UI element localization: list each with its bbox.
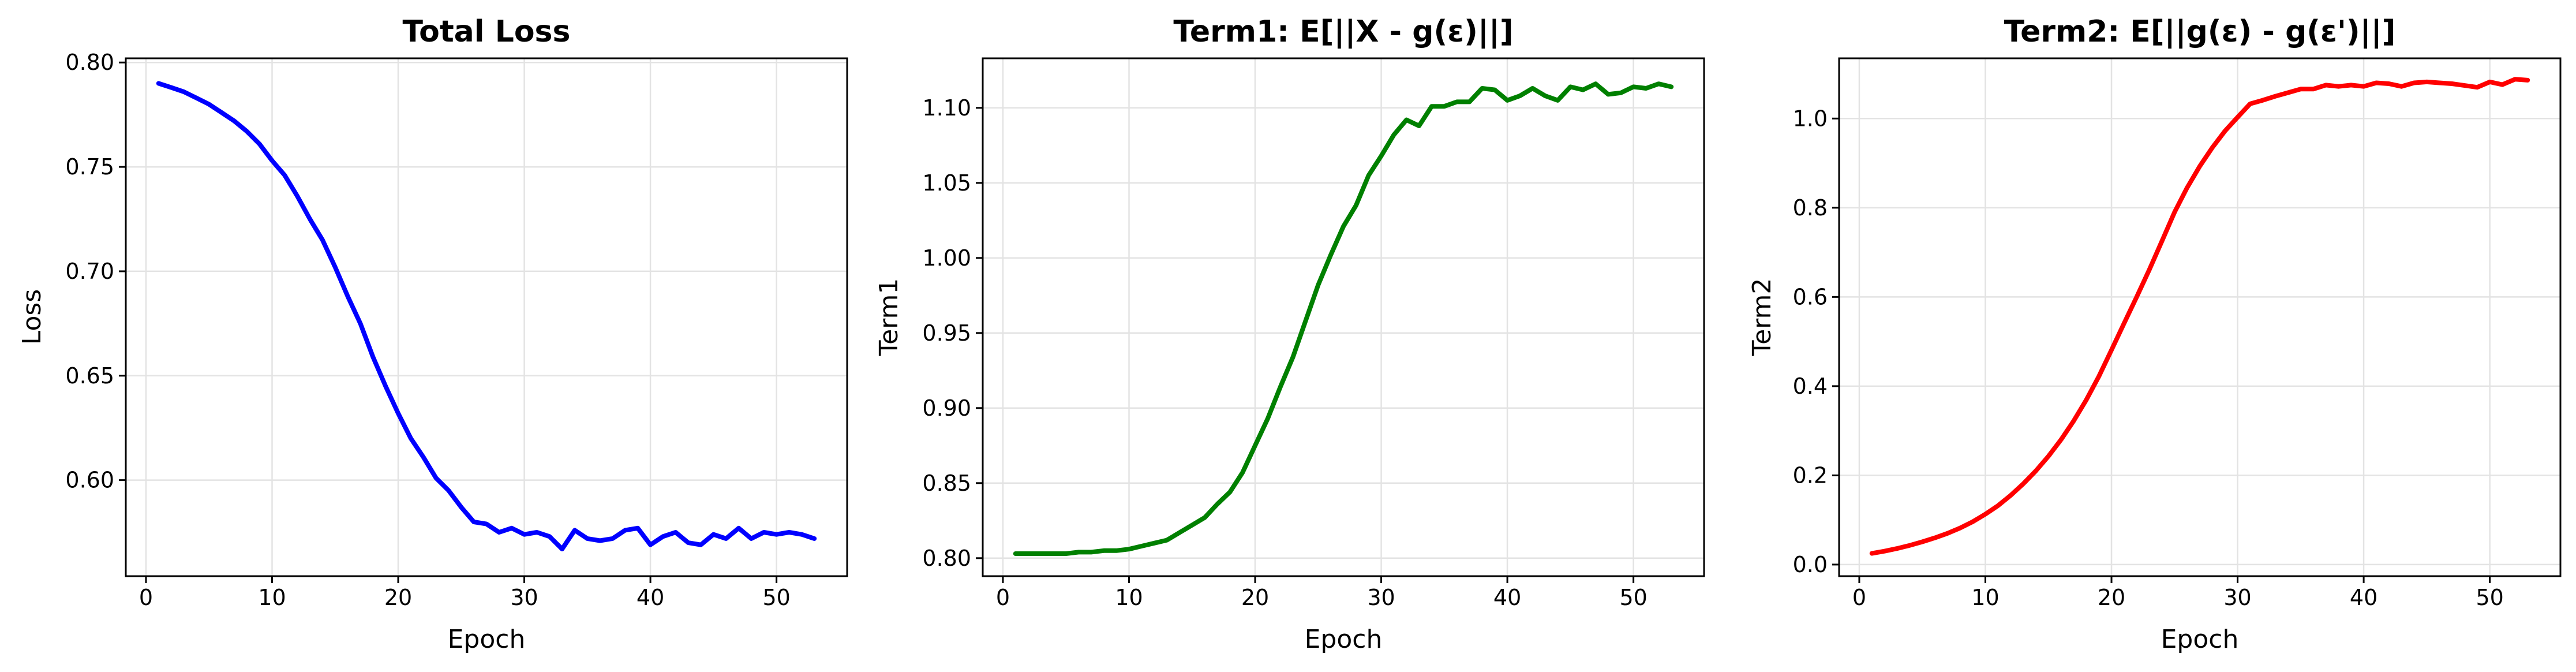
chart-title: Term2: E[||g(ε) - g(ε')||] — [2004, 14, 2396, 49]
series-line-total-loss — [156, 81, 817, 551]
y-tick-label: 0.80 — [922, 546, 971, 571]
subplot-term2: 0 10 20 30 40 50 0.0 0.2 0.4 0.6 0.8 1.0 Term2: E[|… — [1747, 14, 2562, 654]
x-axis-label: Epoch — [1305, 625, 1383, 654]
y-tick-label: 1.0 — [1793, 106, 1828, 131]
x-tick-label: 20 — [1241, 585, 1269, 610]
x-tick-label: 10 — [1115, 585, 1143, 610]
y-tick-label: 1.10 — [922, 95, 971, 121]
y-tick-label: 0.2 — [1793, 462, 1828, 488]
y-tick-label: 0.0 — [1793, 552, 1828, 577]
y-tick-label: 1.05 — [922, 170, 971, 196]
x-tick-label: 50 — [1619, 585, 1647, 610]
y-tick-label: 0.65 — [65, 363, 114, 389]
y-tick-label: 0.60 — [65, 468, 114, 493]
x-tick-label: 40 — [1493, 585, 1521, 610]
y-tick-label: 0.6 — [1793, 284, 1828, 309]
y-axis-label: Term2 — [1747, 278, 1777, 357]
x-tick-label: 50 — [2476, 585, 2503, 610]
axes-frame — [125, 57, 848, 577]
chart-title: Total Loss — [403, 14, 571, 49]
x-tick-label: 40 — [636, 585, 664, 610]
axes-frame — [982, 57, 1705, 577]
y-axis-label: Term1 — [874, 278, 904, 357]
series-line-term1 — [1013, 81, 1674, 556]
x-tick-label: 10 — [258, 585, 286, 610]
axes-frame — [1838, 57, 2562, 577]
x-tick-label: 50 — [762, 585, 790, 610]
series-line-term2 — [1869, 77, 2530, 556]
x-axis-label: Epoch — [2161, 625, 2239, 654]
y-tick-label: 0.4 — [1793, 374, 1828, 399]
x-tick-label: 20 — [384, 585, 412, 610]
y-tick-label: 1.00 — [922, 245, 971, 271]
y-tick-label: 0.70 — [65, 259, 114, 284]
y-axis-label: Loss — [17, 289, 47, 345]
y-tick-label: 0.95 — [922, 320, 971, 346]
subplot-total-loss: 0 10 20 30 40 50 0.60 0.65 0.70 0.75 0.80 Total Lo… — [17, 14, 848, 654]
chart-title: Term1: E[||X - g(ε)||] — [1173, 14, 1513, 49]
x-tick-label: 0 — [139, 585, 153, 610]
x-axis-label: Epoch — [448, 625, 526, 654]
y-tick-label: 0.75 — [65, 154, 114, 180]
x-tick-label: 0 — [996, 585, 1010, 610]
x-tick-label: 40 — [2350, 585, 2377, 610]
y-tick-label: 0.8 — [1793, 195, 1828, 221]
subplot-term1: 0 10 20 30 40 500.800.850.900.951.001.051.10 … — [874, 14, 1705, 654]
x-tick-label: 30 — [510, 585, 538, 610]
x-tick-label: 30 — [1367, 585, 1395, 610]
y-tick-label: 0.90 — [922, 395, 971, 421]
x-tick-label: 10 — [1971, 585, 1999, 610]
x-tick-label: 0 — [1852, 585, 1866, 610]
x-tick-label: 30 — [2223, 585, 2251, 610]
y-tick-label: 0.80 — [65, 50, 114, 75]
y-tick-label: 0.85 — [922, 471, 971, 496]
x-tick-label: 20 — [2098, 585, 2125, 610]
